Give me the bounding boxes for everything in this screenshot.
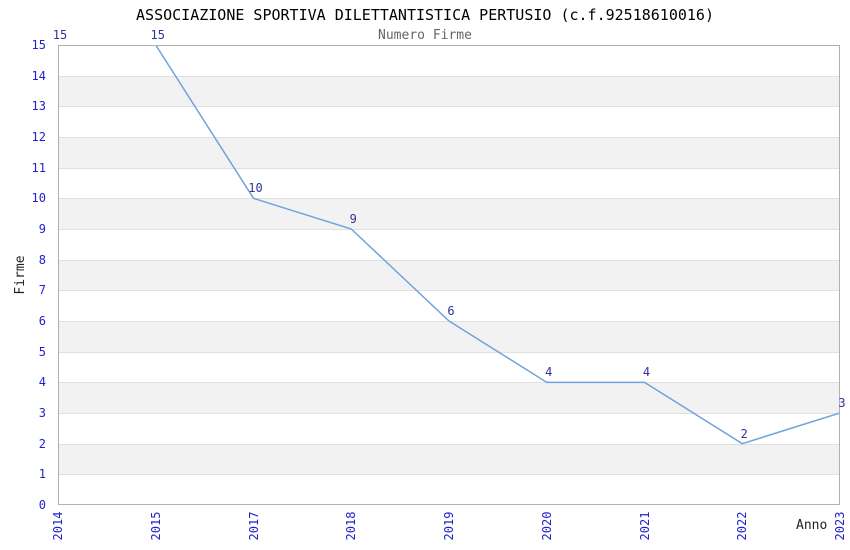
x-tick-label: 2019 — [442, 511, 456, 541]
plot-area — [58, 45, 840, 505]
y-tick-label: 5 — [38, 344, 46, 359]
grid-line — [58, 198, 840, 199]
point-label: 15 — [150, 28, 165, 42]
grid-line — [58, 137, 840, 138]
y-tick-label: 8 — [38, 252, 46, 267]
y-tick-label: 2 — [38, 436, 46, 451]
series-polyline — [58, 45, 840, 445]
grid-line — [58, 474, 840, 475]
y-tick-label: 14 — [31, 68, 46, 83]
band — [58, 259, 840, 291]
x-axis-label: Anno — [796, 518, 828, 533]
grid-line — [58, 290, 840, 291]
page-title: ASSOCIAZIONE SPORTIVA DILETTANTISTICA PE… — [136, 6, 714, 24]
grid-line — [58, 168, 840, 169]
chart-subtitle: Numero Firme — [378, 28, 472, 43]
y-tick-label: 3 — [38, 406, 46, 420]
x-tick-label: 2018 — [344, 511, 359, 541]
y-tick-label: 13 — [31, 99, 46, 114]
x-tick-label: 2021 — [637, 511, 652, 541]
grid-line — [58, 106, 840, 107]
x-tick-label: 2017 — [246, 511, 261, 541]
x-tick-label: 2015 — [148, 511, 163, 541]
line-series — [58, 45, 840, 445]
x-tick-label: 2020 — [539, 511, 554, 541]
y-tick-label: 12 — [31, 130, 46, 144]
band — [58, 137, 840, 168]
y-tick-label: 11 — [31, 160, 46, 175]
grid-line — [58, 352, 840, 353]
x-tick-label: 2014 — [51, 511, 65, 541]
point-label: 4 — [545, 365, 553, 380]
band — [58, 443, 840, 475]
y-tick-label: 0 — [38, 498, 46, 512]
point-label: 15 — [52, 28, 68, 42]
y-tick-label: 6 — [38, 314, 46, 328]
grid-line — [58, 413, 840, 414]
y-tick-label: 1 — [38, 467, 46, 482]
y-tick-label: 9 — [38, 222, 46, 236]
grid-line — [58, 444, 840, 445]
x-tick-label: 2023 — [833, 511, 847, 541]
y-tick-label: 4 — [38, 375, 46, 390]
band — [58, 198, 840, 229]
point-label: 2 — [740, 426, 748, 441]
point-label: 9 — [349, 212, 357, 226]
grid-line — [58, 76, 840, 77]
y-tick-label: 10 — [31, 191, 46, 206]
point-label: 3 — [838, 396, 846, 410]
grid-line — [58, 260, 840, 261]
point-label: 10 — [248, 181, 263, 196]
band — [58, 321, 840, 352]
y-tick-label: 7 — [38, 283, 46, 298]
x-tick-label: 2022 — [735, 511, 750, 541]
grid-line — [58, 229, 840, 230]
point-label: 6 — [447, 304, 455, 318]
grid-line — [58, 382, 840, 383]
y-tick-label: 15 — [31, 38, 46, 52]
band — [58, 75, 840, 107]
point-label: 4 — [642, 365, 651, 380]
band — [58, 382, 840, 413]
